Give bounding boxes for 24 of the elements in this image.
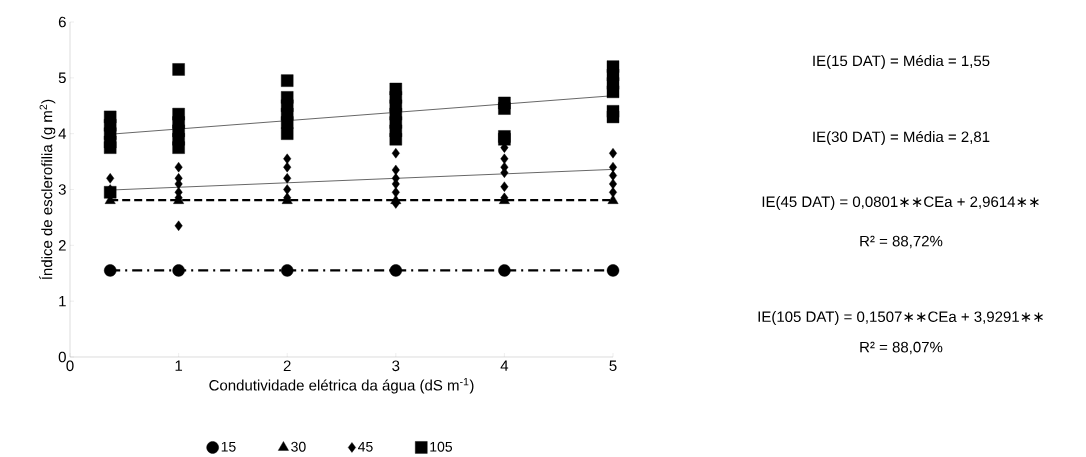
y-tick-label: 5 [58, 72, 66, 84]
y-tick-label: 4 [58, 128, 67, 139]
x-tick-label: 4 [500, 360, 509, 371]
y-tick-label: 0 [58, 351, 66, 363]
y-axis-title: Índice de esclerofilia (g m$^{2}$) [39, 99, 56, 280]
x-tick-label: 1 [175, 360, 183, 371]
legend-label: 15 [221, 441, 236, 452]
text: IE(30 DAT) = Média = 2,81 [813, 130, 990, 146]
text: R² = 88,07% [860, 341, 943, 355]
x-tick-label: 2 [283, 360, 291, 371]
y-tick-label: 3 [58, 184, 66, 195]
legend-label: 30 [291, 441, 306, 452]
text: IE(45 DAT) = 0,0801∗∗CEa + 2,9614∗∗ [762, 195, 1039, 210]
y-tick-label: 6 [58, 16, 66, 28]
y-tick-label: 2 [58, 240, 66, 251]
legend-label: 105 [430, 441, 453, 452]
x-tick-label: 3 [392, 360, 400, 372]
x-axis-title: Condutividade elétrica da água (dS m$^{-1}$) [209, 377, 474, 394]
text: IE(15 DAT) = Média = 1,55 [813, 54, 990, 70]
text: R² = 88,72% [860, 235, 943, 249]
text: IE(105 DAT) = 0,1507∗∗CEa + 3,9291∗∗ [758, 310, 1043, 325]
x-tick-label: 5 [609, 360, 617, 371]
y-tick-label: 1 [59, 295, 66, 307]
legend-label: 45 [358, 441, 373, 452]
